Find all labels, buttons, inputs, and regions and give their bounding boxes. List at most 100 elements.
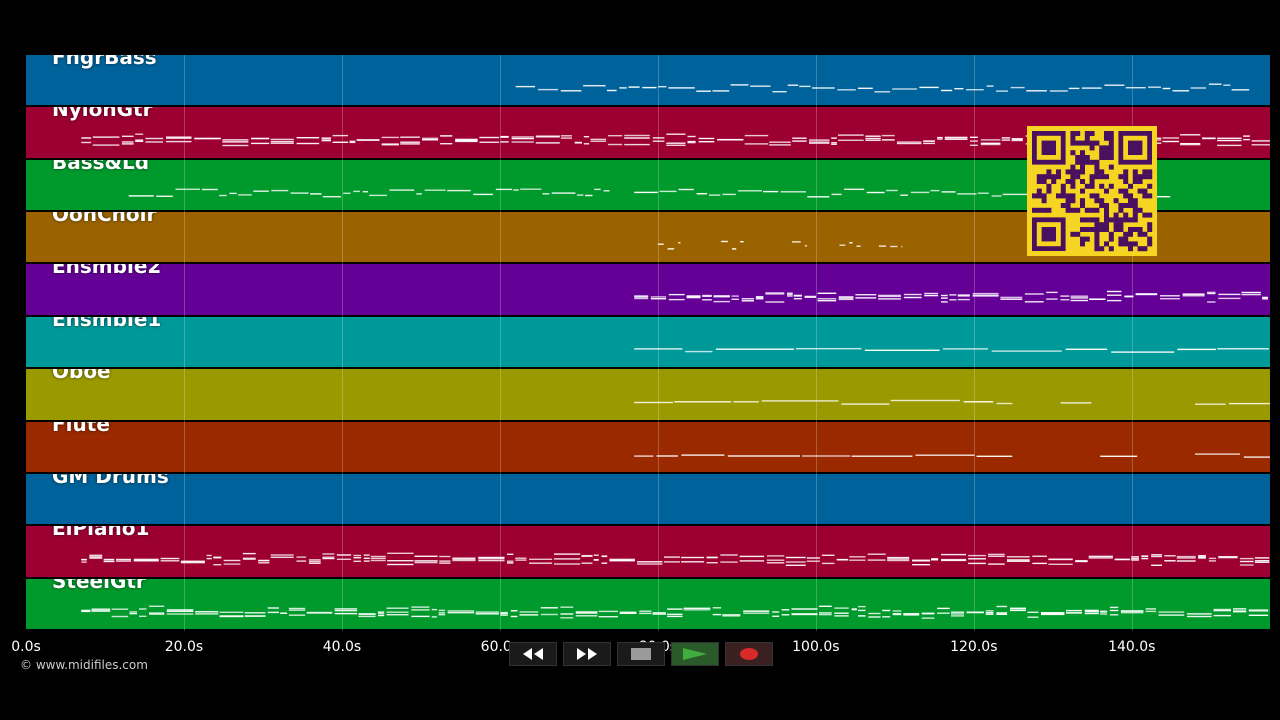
note (1089, 299, 1106, 301)
note (1241, 292, 1261, 294)
note (166, 136, 192, 139)
note (1084, 609, 1099, 611)
rewind-button[interactable] (509, 642, 557, 666)
note (731, 295, 739, 298)
track-lane: Oboe (26, 369, 1270, 420)
note (1190, 87, 1207, 89)
note (513, 189, 519, 191)
note (972, 295, 999, 298)
note (1182, 295, 1205, 297)
note (195, 610, 219, 613)
note (741, 298, 754, 300)
note (712, 606, 722, 609)
note (538, 88, 558, 91)
note (1135, 294, 1158, 296)
note (308, 559, 321, 561)
note (1100, 611, 1108, 613)
note-track (657, 240, 903, 250)
note (722, 193, 736, 195)
fast-forward-button[interactable] (563, 642, 611, 666)
note (1162, 141, 1179, 143)
note (1066, 611, 1082, 614)
note (878, 298, 901, 301)
note (957, 294, 970, 297)
note (270, 141, 294, 143)
note (943, 348, 988, 350)
stop-icon (631, 648, 651, 660)
note (838, 139, 864, 142)
note (866, 191, 885, 193)
note (941, 554, 967, 556)
note (308, 562, 321, 565)
note (1120, 611, 1144, 614)
note (149, 613, 165, 615)
note (980, 139, 1001, 141)
note (1070, 300, 1089, 302)
note (912, 564, 931, 566)
stop-button[interactable] (617, 642, 665, 666)
note (750, 85, 771, 87)
note (921, 617, 935, 619)
note (447, 609, 475, 612)
play-button[interactable] (671, 642, 719, 666)
note (1114, 558, 1131, 561)
note (455, 140, 478, 142)
note (1251, 144, 1270, 146)
note (923, 140, 935, 143)
note (772, 610, 780, 613)
note (387, 552, 414, 555)
record-button[interactable] (725, 642, 773, 666)
note (659, 190, 677, 192)
note (607, 144, 623, 146)
note (1241, 294, 1261, 296)
note (799, 85, 811, 88)
note (772, 615, 780, 617)
note (831, 143, 837, 146)
note (244, 611, 266, 614)
note (377, 612, 385, 614)
note (343, 192, 351, 194)
note (529, 558, 553, 561)
note (416, 192, 422, 195)
note (206, 558, 212, 560)
qr-code[interactable] (1027, 126, 1157, 256)
note (1254, 557, 1270, 559)
note (321, 137, 331, 140)
note (787, 295, 793, 298)
note (668, 299, 685, 301)
note (175, 188, 200, 190)
note (867, 559, 886, 562)
note (634, 298, 649, 300)
note (598, 610, 618, 612)
note (1217, 145, 1242, 147)
note (792, 241, 801, 243)
note (1141, 558, 1149, 560)
note (222, 145, 249, 147)
note (377, 611, 385, 613)
note (807, 195, 830, 198)
note (1011, 138, 1023, 140)
note (966, 89, 984, 91)
note (624, 137, 650, 140)
note (791, 607, 818, 610)
note (1158, 614, 1185, 616)
note (92, 136, 120, 139)
note (554, 558, 581, 560)
note (652, 613, 666, 615)
note (213, 564, 222, 566)
note (804, 296, 816, 299)
note (1208, 557, 1216, 560)
note (1180, 144, 1201, 146)
note (1000, 297, 1023, 299)
note (195, 612, 219, 615)
note (949, 299, 957, 301)
note (919, 86, 939, 89)
note (731, 248, 737, 250)
note (678, 242, 681, 244)
note (944, 138, 968, 141)
note (1075, 561, 1088, 563)
note (1011, 140, 1023, 142)
note (901, 245, 903, 248)
note (970, 140, 978, 143)
note (251, 138, 270, 140)
